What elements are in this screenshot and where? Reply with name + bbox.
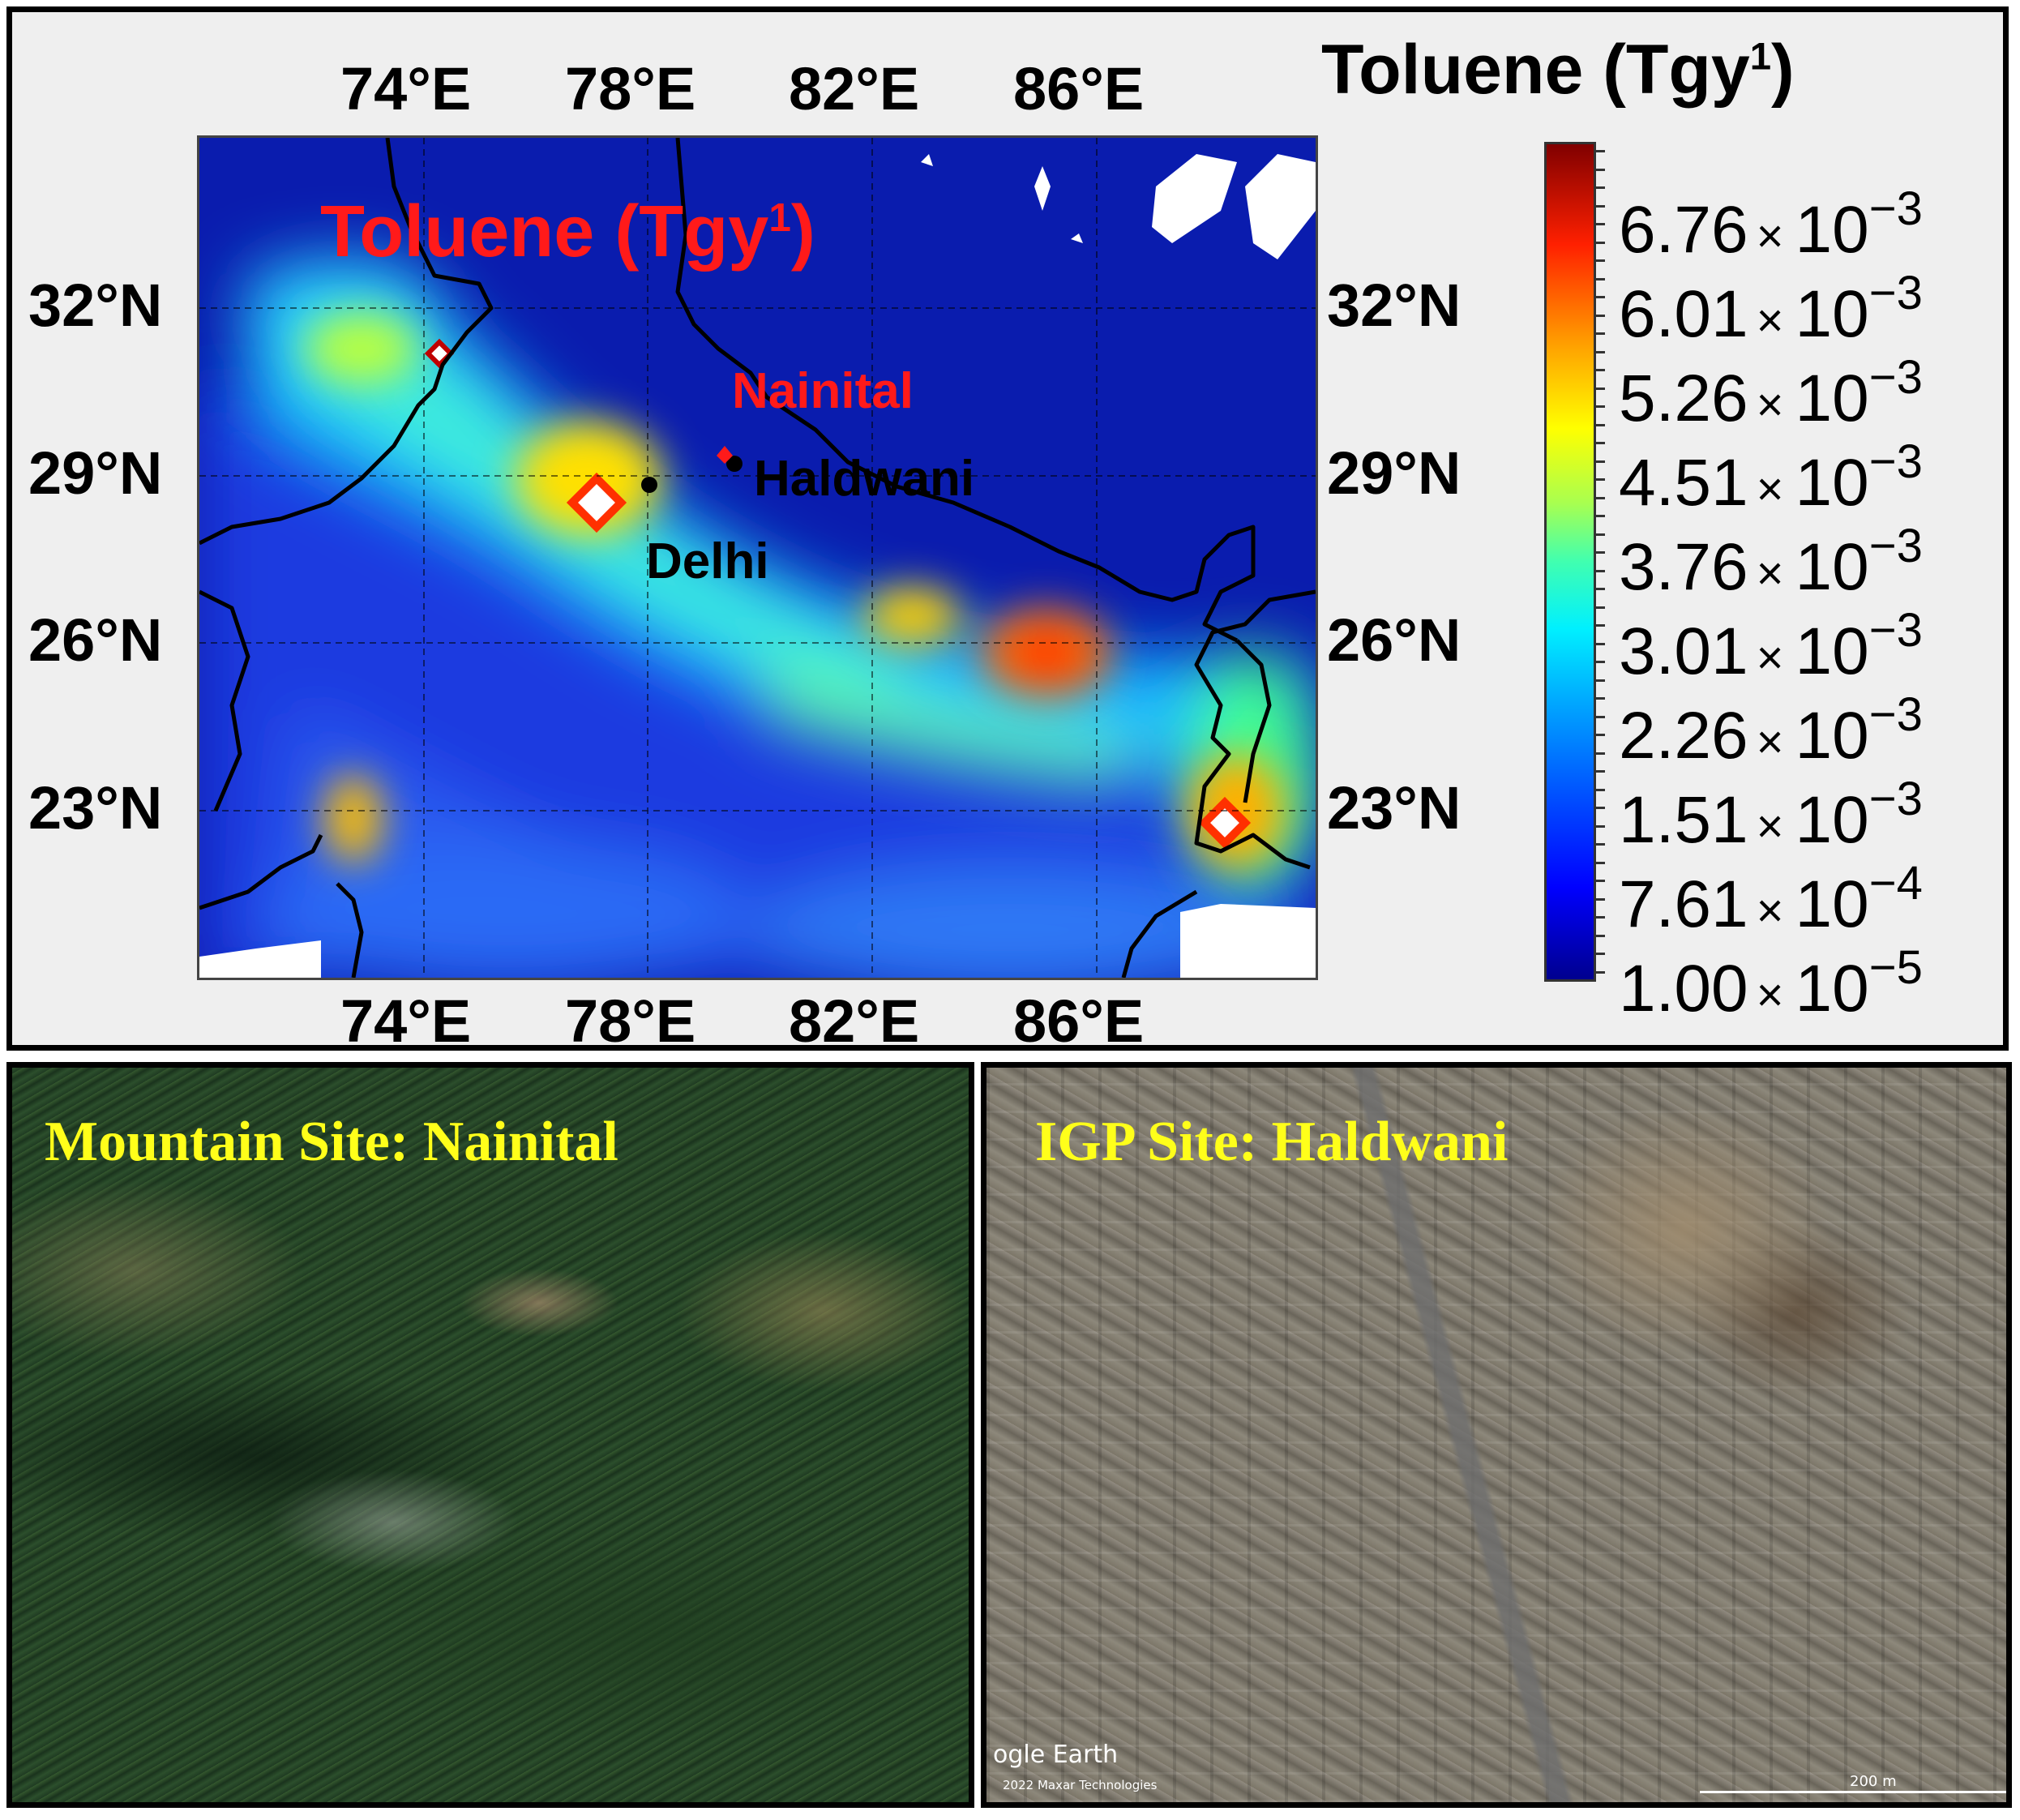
colorbar-minor-tick bbox=[1594, 897, 1605, 901]
colorbar-minor-tick bbox=[1594, 186, 1605, 189]
delhi-hotspot-marker bbox=[566, 472, 627, 533]
lat-tick-right-29: 29°N bbox=[1327, 439, 1462, 507]
colorbar-minor-tick bbox=[1594, 661, 1605, 663]
colorbar-title: Toluene (Tgy1) bbox=[1321, 31, 1795, 109]
colorbar-minor-tick bbox=[1594, 478, 1605, 481]
colorbar-minor-tick bbox=[1594, 350, 1605, 353]
colorbar-minor-tick bbox=[1594, 296, 1605, 298]
colorbar-minor-tick bbox=[1594, 788, 1605, 791]
colorbar-minor-tick bbox=[1594, 369, 1605, 371]
lon-tick-bottom-78: 78°E bbox=[565, 987, 696, 1055]
scale-bar-label: 200 m bbox=[1850, 1773, 1897, 1790]
colorbar-minor-tick bbox=[1594, 861, 1605, 864]
label-delhi: Delhi bbox=[646, 533, 769, 589]
label-haldwani: Haldwani bbox=[754, 451, 975, 507]
lon-tick-top-78: 78°E bbox=[565, 55, 696, 122]
hotspot-markers bbox=[424, 338, 1252, 850]
colorbar-tick-label: 4.51 × 10−3 bbox=[1619, 435, 1923, 520]
country-borders bbox=[199, 138, 1316, 978]
colorbar-minor-tick bbox=[1594, 551, 1605, 554]
nainital-marker bbox=[717, 446, 733, 464]
colorbar-minor-tick bbox=[1594, 606, 1605, 609]
colorbar-minor-tick bbox=[1594, 697, 1605, 700]
colorbar bbox=[1544, 142, 1596, 982]
colorbar-minor-tick bbox=[1594, 515, 1605, 517]
lon-tick-bottom-74: 74°E bbox=[340, 987, 472, 1055]
colorbar-tick-label: 1.51 × 10−3 bbox=[1619, 773, 1923, 857]
colorbar-minor-tick bbox=[1594, 387, 1605, 390]
colorbar-tick-label: 6.76 × 10−3 bbox=[1619, 182, 1923, 267]
colorbar-minor-tick bbox=[1594, 168, 1605, 171]
colorbar-minor-tick bbox=[1594, 423, 1605, 426]
lat-tick-left-29: 29°N bbox=[28, 439, 163, 507]
nainital-photo-title: Mountain Site: Nainital bbox=[45, 1111, 618, 1173]
colorbar-minor-tick bbox=[1594, 442, 1605, 444]
colorbar-minor-tick bbox=[1594, 934, 1605, 937]
haldwani-satellite-photo: IGP Site: Haldwani ogle Earth 2022 Maxar… bbox=[981, 1062, 2012, 1808]
colorbar-minor-tick bbox=[1594, 223, 1605, 225]
colorbar-minor-tick bbox=[1594, 569, 1605, 572]
lon-tick-top-82: 82°E bbox=[789, 55, 920, 122]
toluene-map-panel: 74°E 78°E 82°E 86°E 74°E 78°E 82°E 86°E … bbox=[6, 6, 2009, 1051]
colorbar-minor-tick bbox=[1594, 734, 1605, 736]
lon-tick-bottom-82: 82°E bbox=[789, 987, 920, 1055]
colorbar-minor-tick bbox=[1594, 259, 1605, 262]
lat-tick-left-26: 26°N bbox=[28, 606, 163, 674]
colorbar-minor-tick bbox=[1594, 277, 1605, 280]
lat-tick-right-26: 26°N bbox=[1327, 606, 1462, 674]
lon-tick-bottom-86: 86°E bbox=[1013, 987, 1145, 1055]
lon-tick-top-74: 74°E bbox=[340, 55, 472, 122]
no-data-patches bbox=[199, 154, 1316, 978]
colorbar-tick-label: 6.01 × 10−3 bbox=[1619, 267, 1923, 351]
colorbar-minor-tick bbox=[1594, 642, 1605, 645]
colorbar-minor-tick bbox=[1594, 953, 1605, 955]
colorbar-minor-tick bbox=[1594, 496, 1605, 499]
colorbar-tick-label: 5.26 × 10−3 bbox=[1619, 351, 1923, 435]
lat-tick-right-23: 23°N bbox=[1327, 774, 1462, 841]
colorbar-minor-tick bbox=[1594, 460, 1605, 463]
colorbar-minor-tick bbox=[1594, 752, 1605, 755]
map-gridlines bbox=[199, 138, 1316, 978]
delhi-dot bbox=[641, 477, 657, 493]
colorbar-minor-tick bbox=[1594, 332, 1605, 335]
haldwani-photo-title: IGP Site: Haldwani bbox=[1035, 1111, 1509, 1173]
colorbar-tick-label: 3.76 × 10−3 bbox=[1619, 520, 1923, 604]
colorbar-tick-label: 1.00 × 10−5 bbox=[1619, 941, 1923, 1026]
lat-tick-right-32: 32°N bbox=[1327, 272, 1462, 339]
google-earth-attribution: ogle Earth bbox=[993, 1741, 1119, 1769]
colorbar-tick-label: 3.01 × 10−3 bbox=[1619, 604, 1923, 688]
lat-tick-left-32: 32°N bbox=[28, 272, 163, 339]
colorbar-minor-tick bbox=[1594, 533, 1605, 536]
lon-tick-top-86: 86°E bbox=[1013, 55, 1145, 122]
colorbar-minor-tick bbox=[1594, 150, 1605, 152]
toluene-emission-map bbox=[197, 135, 1318, 980]
colorbar-minor-tick bbox=[1594, 204, 1605, 208]
colorbar-minor-tick bbox=[1594, 970, 1605, 974]
map-canvas bbox=[199, 138, 1316, 978]
colorbar-minor-tick bbox=[1594, 770, 1605, 773]
map-overlay-title: Toluene (Tgy1) bbox=[320, 191, 815, 272]
colorbar-minor-tick bbox=[1594, 588, 1605, 590]
colorbar-minor-tick bbox=[1594, 679, 1605, 682]
colorbar-minor-tick bbox=[1594, 241, 1605, 244]
colorbar-minor-tick bbox=[1594, 880, 1605, 882]
lat-tick-left-23: 23°N bbox=[28, 774, 163, 841]
colorbar-minor-tick bbox=[1594, 405, 1605, 408]
colorbar-minor-tick bbox=[1594, 624, 1605, 627]
haldwani-dot bbox=[726, 456, 743, 472]
colorbar-minor-tick bbox=[1594, 843, 1605, 846]
colorbar-minor-tick bbox=[1594, 824, 1605, 828]
colorbar-minor-tick bbox=[1594, 916, 1605, 919]
colorbar-minor-tick bbox=[1594, 715, 1605, 718]
colorbar-minor-tick bbox=[1594, 807, 1605, 809]
scale-bar bbox=[1700, 1791, 2006, 1793]
label-nainital: Nainital bbox=[732, 363, 914, 419]
kolkata-hotspot-marker bbox=[1198, 796, 1252, 850]
nainital-satellite-photo: Mountain Site: Nainital bbox=[6, 1062, 974, 1808]
colorbar-tick-label: 2.26 × 10−3 bbox=[1619, 688, 1923, 773]
imagery-copyright: 2022 Maxar Technologies bbox=[1003, 1778, 1158, 1792]
colorbar-minor-tick bbox=[1594, 314, 1605, 317]
colorbar-tick-label: 7.61 × 10−4 bbox=[1619, 857, 1923, 941]
